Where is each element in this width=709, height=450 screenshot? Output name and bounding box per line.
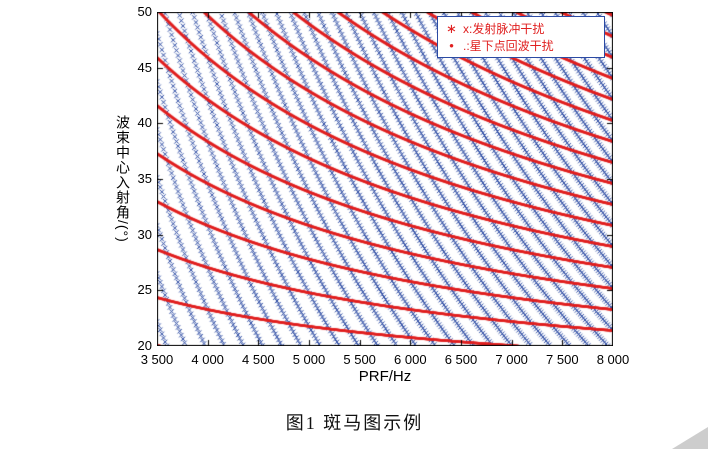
y-tick-label: 40	[137, 115, 152, 131]
legend: ∗ x:发射脉冲干扰 • .:星下点回波干扰	[437, 16, 605, 58]
y-tick-label: 20	[137, 338, 152, 353]
x-tick-label: 7 000	[495, 352, 528, 367]
legend-entry: ∗ x:发射脉冲干扰	[445, 20, 597, 37]
x-tick-label: 4 000	[191, 352, 224, 367]
legend-marker-icon: •	[449, 38, 454, 53]
figure-caption: 图1 斑马图示例	[285, 413, 424, 433]
y-tick-label: 25	[137, 282, 152, 298]
x-tick-label: 5 500	[343, 352, 376, 367]
watermark-logo	[672, 427, 708, 449]
x-tick-label: 6 500	[444, 352, 478, 367]
y-axis-label: 波束中心入射角/(°)	[115, 115, 131, 243]
y-tick-label: 35	[137, 171, 152, 186]
x-tick-label: 7 500	[546, 352, 579, 367]
y-tick-label: 45	[137, 59, 152, 75]
plot-area	[157, 12, 613, 346]
x-tick-label: 4 500	[242, 352, 275, 367]
legend-entry: • .:星下点回波干扰	[445, 37, 597, 54]
legend-entry-label: x:发射脉冲干扰	[463, 22, 545, 36]
y-tick-label: 50	[137, 4, 152, 19]
x-tick-label: 6 000	[394, 352, 427, 367]
x-tick-label: 3 500	[140, 352, 174, 367]
x-tick-label: 8 000	[596, 352, 630, 367]
legend-entry-label: .:星下点回波干扰	[463, 39, 554, 53]
x-axis-label: PRF/Hz	[358, 368, 412, 385]
x-tick-label: 5 000	[292, 352, 326, 367]
legend-marker-icon: ∗	[446, 21, 457, 36]
y-tick-label: 30	[137, 226, 152, 242]
